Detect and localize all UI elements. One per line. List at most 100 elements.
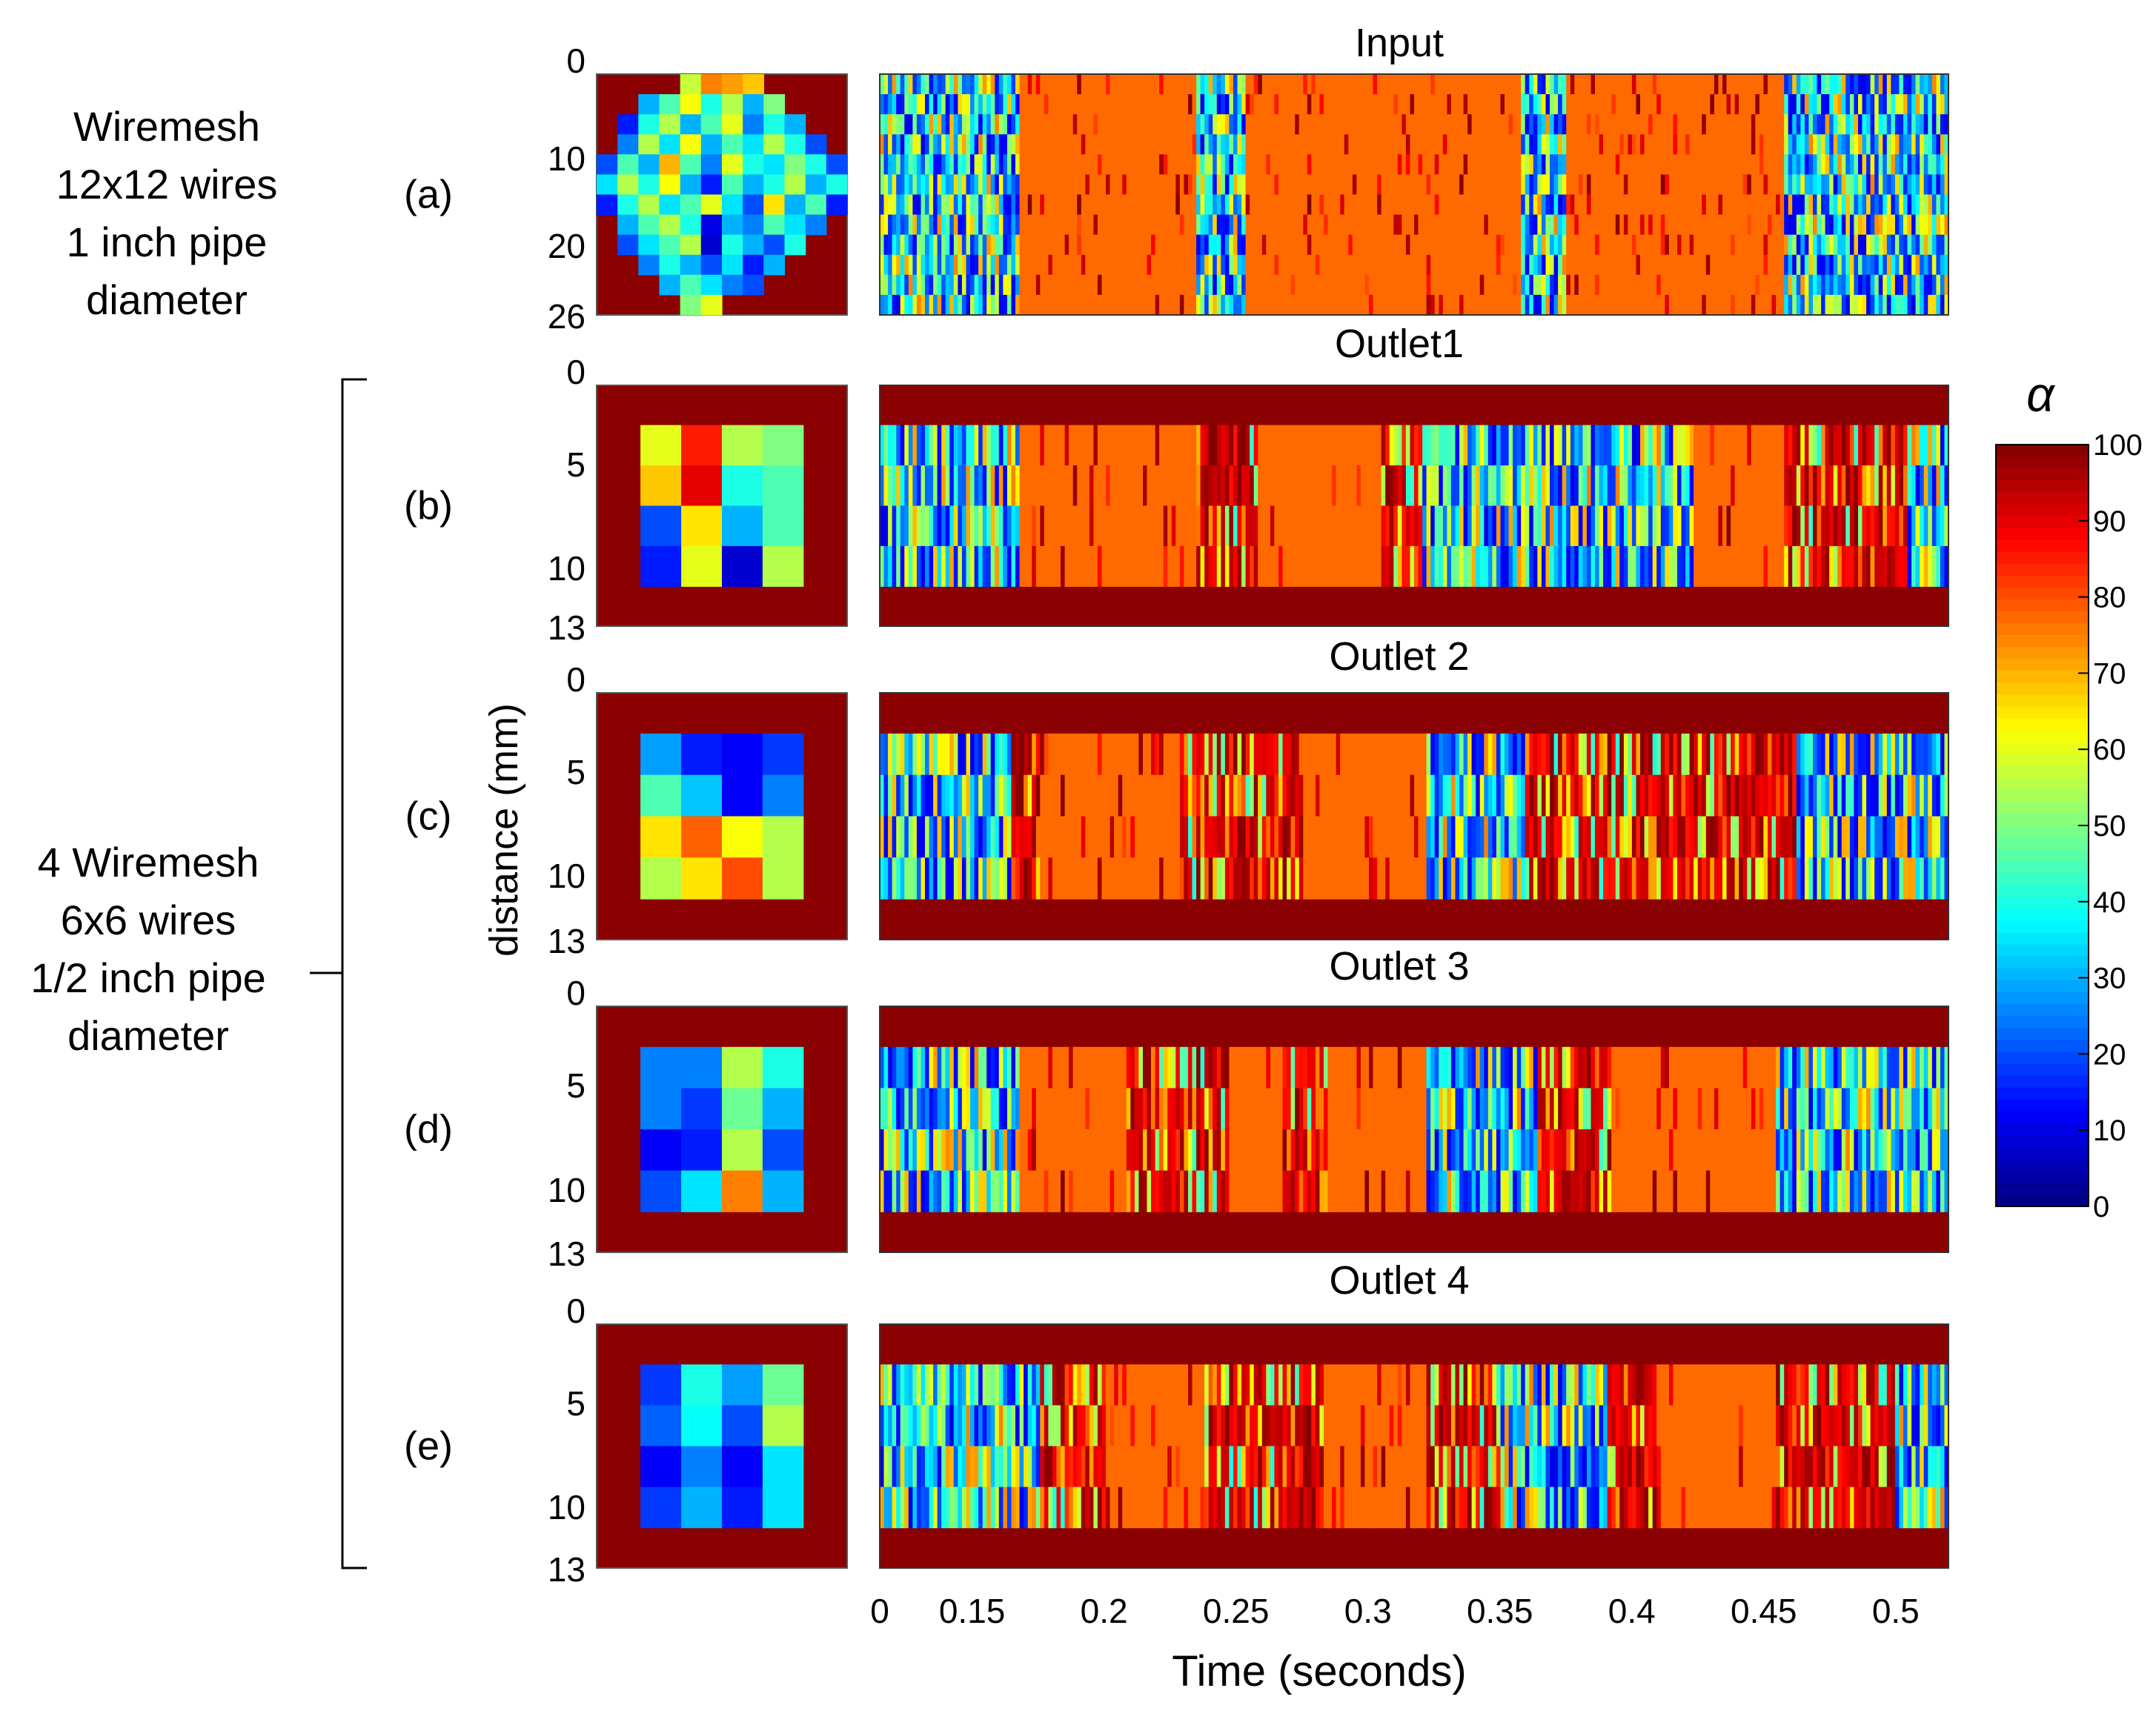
time-series-cell bbox=[1077, 465, 1082, 507]
time-series-cell bbox=[904, 294, 909, 316]
time-series-cell bbox=[880, 114, 885, 135]
time-series-cell bbox=[1858, 545, 1863, 587]
time-series-cell bbox=[1595, 94, 1600, 115]
time-series-cell bbox=[1788, 214, 1793, 236]
time-series-cell bbox=[1069, 816, 1074, 858]
time-series-cell bbox=[1179, 274, 1184, 296]
time-series-cell bbox=[1167, 816, 1172, 858]
time-series-cell bbox=[1813, 274, 1818, 296]
time-series-cell bbox=[1163, 857, 1168, 900]
time-series-cell bbox=[1439, 816, 1444, 858]
time-series-cell bbox=[1459, 94, 1465, 115]
time-series-cell bbox=[1373, 274, 1378, 296]
time-series-cell bbox=[1270, 465, 1275, 507]
time-series-cell bbox=[1623, 254, 1628, 276]
time-series-cell bbox=[1109, 154, 1115, 175]
time-series-cell bbox=[1250, 134, 1255, 155]
time-series-cell bbox=[1747, 465, 1752, 507]
time-series-cell bbox=[1883, 134, 1888, 155]
time-series-cell bbox=[1886, 74, 1891, 95]
time-series-cell bbox=[1808, 545, 1814, 587]
time-series-cell bbox=[1216, 274, 1221, 296]
time-series-cell bbox=[1582, 505, 1588, 547]
time-series-cell bbox=[1718, 134, 1723, 155]
time-series-cell bbox=[1821, 194, 1826, 216]
time-series-cell bbox=[1324, 816, 1329, 858]
time-series-cell bbox=[1550, 816, 1555, 858]
time-series-cell bbox=[912, 425, 918, 466]
time-series-cell bbox=[1052, 134, 1057, 155]
cross-section-cell bbox=[722, 816, 763, 858]
time-series-cell bbox=[1122, 114, 1127, 135]
time-series-cell bbox=[1085, 294, 1090, 316]
time-series-cell bbox=[1854, 294, 1859, 316]
time-series-cell bbox=[1899, 254, 1904, 276]
time-series-cell bbox=[1668, 294, 1674, 316]
time-series-cell bbox=[1471, 465, 1476, 507]
time-series-cell bbox=[1821, 545, 1826, 587]
time-series-a bbox=[879, 73, 1949, 316]
time-series-cell bbox=[1287, 857, 1292, 900]
time-series-cell bbox=[1085, 74, 1090, 95]
time-series-cell bbox=[1944, 545, 1949, 587]
time-series-cell bbox=[1208, 274, 1213, 296]
time-series-cell bbox=[1336, 234, 1341, 256]
time-series-cell bbox=[1237, 733, 1242, 776]
time-series-cell bbox=[1278, 194, 1284, 216]
time-series-cell bbox=[1130, 114, 1135, 135]
time-series-cell bbox=[1426, 545, 1431, 587]
time-series-cell bbox=[1052, 274, 1057, 296]
time-series-cell bbox=[1804, 174, 1809, 196]
time-series-cell bbox=[1928, 154, 1933, 175]
time-series-cell bbox=[1216, 774, 1221, 817]
time-series-cell bbox=[970, 294, 975, 316]
time-series-cell bbox=[1714, 154, 1719, 175]
time-series-cell bbox=[1899, 194, 1904, 216]
time-series-cell bbox=[1911, 194, 1917, 216]
time-series-cell bbox=[1077, 174, 1082, 196]
time-series-cell bbox=[1245, 234, 1250, 256]
time-series-cell bbox=[1796, 545, 1801, 587]
time-series-cell bbox=[1508, 174, 1513, 196]
time-series-cell bbox=[1500, 733, 1505, 776]
cross-section-cell bbox=[680, 114, 702, 135]
time-series-cell bbox=[1813, 425, 1818, 466]
time-series-cell bbox=[1628, 294, 1633, 316]
time-series-cell bbox=[1253, 214, 1258, 236]
time-series-cell bbox=[1307, 816, 1312, 858]
time-series-cell bbox=[1459, 274, 1465, 296]
time-series-cell bbox=[1426, 465, 1431, 507]
time-series-cell bbox=[1442, 134, 1447, 155]
time-series-cell bbox=[1553, 425, 1559, 466]
time-series-cell bbox=[1578, 114, 1583, 135]
time-series-cell bbox=[1106, 114, 1111, 135]
time-series-cell bbox=[1463, 74, 1468, 95]
time-series-cell bbox=[1447, 816, 1452, 858]
time-series-cell bbox=[1911, 154, 1917, 175]
time-series-cell bbox=[1529, 74, 1534, 95]
time-series-cell bbox=[1048, 114, 1053, 135]
time-series-cell bbox=[1241, 465, 1247, 507]
time-series-cell bbox=[883, 774, 889, 817]
time-series-cell bbox=[1027, 254, 1032, 276]
time-series-cell bbox=[1883, 74, 1888, 95]
time-series-cell bbox=[1496, 733, 1501, 776]
time-series-cell bbox=[1813, 174, 1818, 196]
time-series-cell bbox=[1278, 294, 1284, 316]
time-series-cell bbox=[1763, 465, 1768, 507]
time-series-cell bbox=[1771, 134, 1777, 155]
time-series-cell bbox=[1923, 214, 1928, 236]
time-series-cell bbox=[1410, 154, 1415, 175]
time-series-cell bbox=[1307, 174, 1312, 196]
time-series-cell bbox=[1702, 174, 1707, 196]
time-series-cell bbox=[1467, 94, 1473, 115]
time-series-cell bbox=[1418, 425, 1423, 466]
time-series-cell bbox=[1061, 214, 1066, 236]
time-series-cell bbox=[1295, 194, 1300, 216]
time-series-cell bbox=[1056, 274, 1061, 296]
cross-section-cell bbox=[784, 214, 806, 236]
time-series-cell bbox=[937, 425, 942, 466]
time-series-cell bbox=[1056, 154, 1061, 175]
time-series-cell bbox=[941, 74, 946, 95]
time-series-cell bbox=[1849, 294, 1854, 316]
